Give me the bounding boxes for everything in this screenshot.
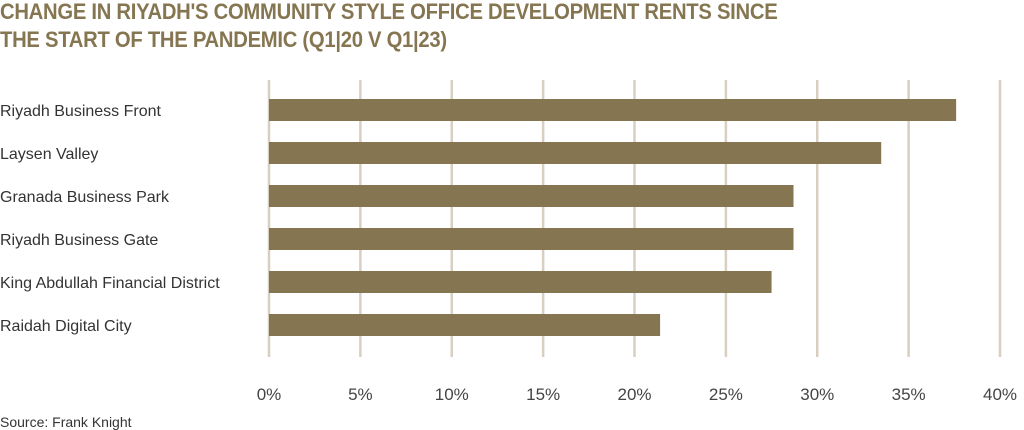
bar (269, 271, 772, 293)
category-label: King Abdullah Financial District (0, 275, 220, 292)
category-label: Granada Business Park (0, 189, 170, 206)
category-label: Raidah Digital City (0, 318, 132, 335)
bar (269, 185, 794, 207)
bar (269, 314, 661, 336)
x-tick-label: 15% (526, 385, 560, 404)
bar (269, 99, 957, 121)
bar (269, 228, 794, 250)
category-label: Riyadh Business Gate (0, 232, 158, 249)
x-tick-label: 40% (983, 385, 1017, 404)
x-tick-label: 0% (257, 385, 282, 404)
x-tick-label: 20% (617, 385, 651, 404)
bar (269, 142, 882, 164)
category-label: Riyadh Business Front (0, 103, 162, 120)
x-tick-label: 10% (435, 385, 469, 404)
source-note: Source: Frank Knight (0, 414, 132, 430)
x-tick-label: 5% (348, 385, 373, 404)
x-tick-label: 25% (709, 385, 743, 404)
x-tick-label: 35% (892, 385, 926, 404)
chart-title: CHANGE IN RIYADH'S COMMUNITY STYLE OFFIC… (0, 0, 778, 52)
x-tick-label: 30% (800, 385, 834, 404)
category-label: Laysen Valley (0, 146, 98, 163)
